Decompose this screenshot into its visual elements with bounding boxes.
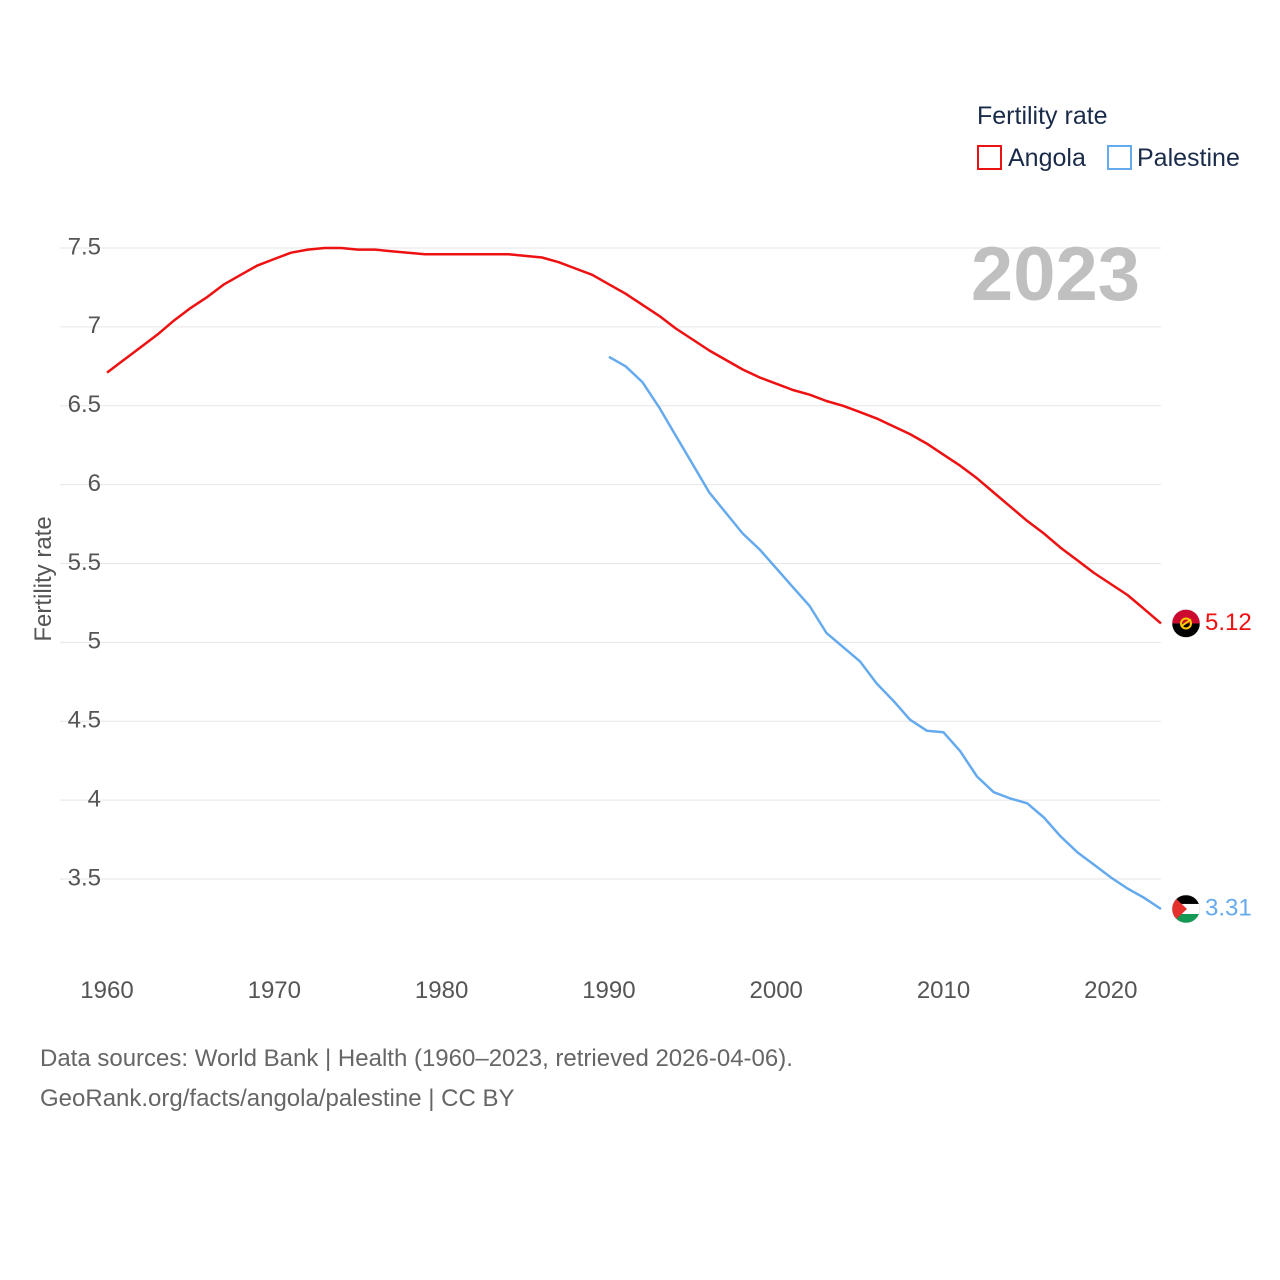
x-tick-label: 2000 xyxy=(750,977,803,1004)
y-tick-label: 7 xyxy=(88,312,101,339)
series-line-angola[interactable] xyxy=(106,246,1162,625)
end-value-label-palestine: 3.31 xyxy=(1205,894,1252,921)
y-axis-ticks: 3.5 4 4.5 5 5.5 6 6.5 7 7.5 xyxy=(68,233,101,891)
end-value-label-angola: 5.12 xyxy=(1205,609,1252,636)
legend: Fertility rate Angola Palestine xyxy=(977,102,1240,172)
y-tick-label: 7.5 xyxy=(68,233,101,260)
legend-title: Fertility rate xyxy=(977,102,1108,130)
x-axis-ticks: 1960 1970 1980 1990 2000 2010 2020 xyxy=(80,977,1137,1004)
x-tick-label: 1990 xyxy=(582,977,635,1004)
palestine-flag-icon xyxy=(1171,894,1201,924)
source-note: Data sources: World Bank | Health (1960–… xyxy=(40,1045,793,1072)
x-tick-label: 1970 xyxy=(248,977,301,1004)
x-tick-label: 2010 xyxy=(917,977,970,1004)
legend-swatch-palestine xyxy=(1107,145,1132,170)
y-axis-label: Fertility rate xyxy=(30,516,57,641)
year-label: 2023 xyxy=(971,232,1140,317)
y-tick-label: 5 xyxy=(88,628,101,655)
legend-swatch-angola xyxy=(977,145,1002,170)
x-tick-label: 1960 xyxy=(80,977,133,1004)
y-tick-label: 6.5 xyxy=(68,391,101,418)
y-tick-label: 4.5 xyxy=(68,707,101,734)
x-tick-label: 2020 xyxy=(1084,977,1137,1004)
y-tick-label: 4 xyxy=(88,785,101,812)
y-tick-label: 3.5 xyxy=(68,864,101,891)
legend-label-palestine: Palestine xyxy=(1137,144,1240,172)
series-end-markers: 5.12 3.31 xyxy=(1171,609,1252,924)
x-tick-label: 1980 xyxy=(415,977,468,1004)
source-link[interactable]: GeoRank.org/facts/angola/palestine | CC … xyxy=(40,1085,515,1112)
y-tick-label: 6 xyxy=(88,470,101,497)
y-tick-label: 5.5 xyxy=(68,549,101,576)
legend-label-angola: Angola xyxy=(1008,144,1086,172)
legend-item-palestine[interactable]: Palestine xyxy=(1107,144,1240,172)
series-lines xyxy=(106,246,1162,911)
angola-flag-icon xyxy=(1171,609,1201,638)
legend-item-angola[interactable]: Angola xyxy=(977,144,1086,172)
series-line-palestine[interactable] xyxy=(608,355,1162,911)
grid xyxy=(60,247,1161,880)
